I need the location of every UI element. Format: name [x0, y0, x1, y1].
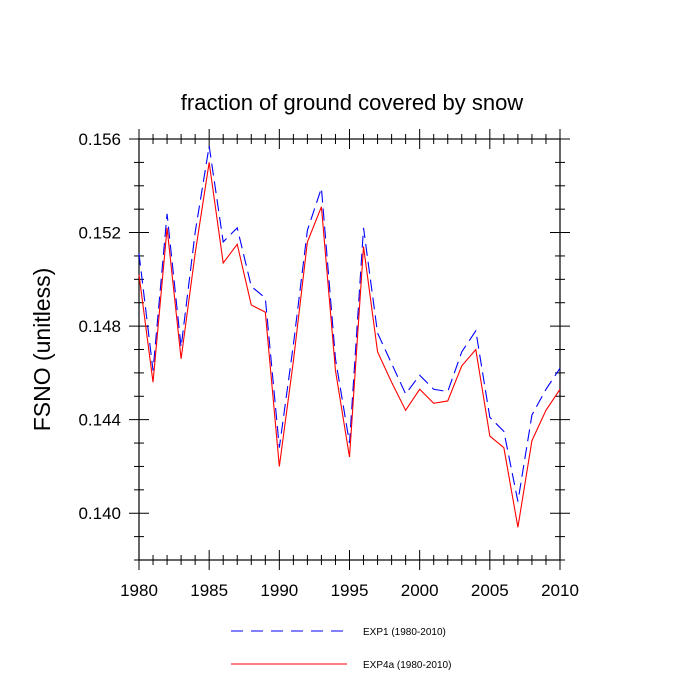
- legend: EXP1 (1980-2010) EXP4a (1980-2010): [231, 627, 451, 671]
- series-line-exp1: [138, 145, 561, 502]
- series-line-exp4a: [138, 162, 561, 528]
- x-tick-label: 1985: [190, 581, 228, 600]
- series-lines: [138, 145, 561, 528]
- x-tick-label: 1980: [120, 581, 158, 600]
- x-tick-label: 1990: [260, 581, 298, 600]
- plot-frame: [138, 138, 561, 561]
- legend-label-exp1: EXP1 (1980-2010): [363, 627, 446, 638]
- y-tick-label: 0.140: [78, 504, 121, 523]
- axis-tick-labels: 1980 1985 1990 1995 2000 2005 2010 0.140 0.144 0.…: [78, 130, 578, 600]
- y-tick-label: 0.148: [78, 317, 121, 336]
- legend-label-exp4a: EXP4a (1980-2010): [363, 660, 451, 671]
- x-tick-label: 1995: [331, 581, 369, 600]
- x-tick-label: 2000: [401, 581, 439, 600]
- axis-ticks: [129, 129, 570, 570]
- y-axis-label: FSNO (unitless): [29, 268, 55, 432]
- y-tick-label: 0.156: [78, 130, 121, 149]
- chart-title: fraction of ground covered by snow: [181, 90, 524, 115]
- y-tick-label: 0.152: [78, 224, 121, 243]
- x-tick-label: 2005: [471, 581, 509, 600]
- x-tick-label: 2010: [541, 581, 579, 600]
- y-tick-label: 0.144: [78, 411, 121, 430]
